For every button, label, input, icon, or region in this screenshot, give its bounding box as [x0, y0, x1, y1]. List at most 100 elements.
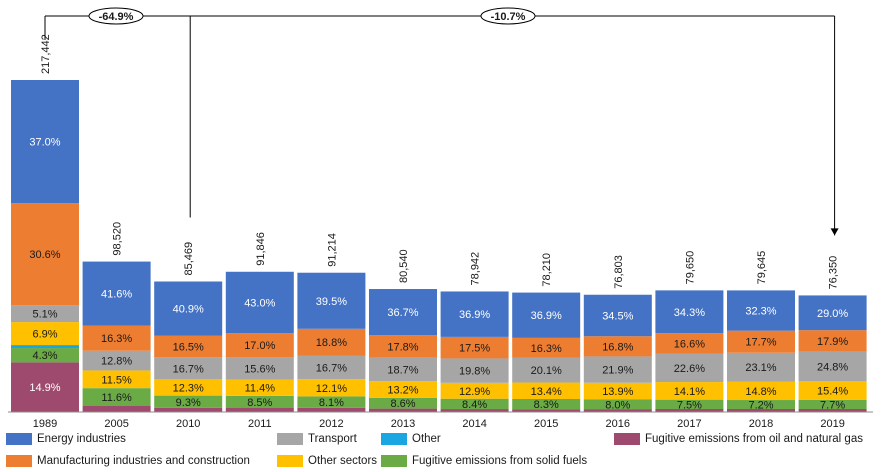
- segment-label: 16.7%: [173, 363, 204, 375]
- bar-segment: [154, 335, 223, 358]
- segment-label: 15.4%: [817, 386, 848, 398]
- legend-item-transport: Transport: [277, 433, 357, 445]
- legend-swatch: [6, 455, 32, 467]
- segment-label: 36.7%: [387, 307, 418, 319]
- annotation-label: -10.7%: [491, 11, 526, 23]
- segment-label: 34.3%: [674, 307, 705, 319]
- segment-label: 13.4%: [531, 386, 562, 398]
- legend-swatch: [6, 433, 32, 445]
- segment-label: 11.6%: [101, 392, 132, 404]
- segment-label: 4.3%: [32, 350, 57, 362]
- bar-segment: [225, 395, 294, 409]
- bar-segment: [727, 400, 795, 410]
- bar-segment: [369, 289, 437, 336]
- x-tick-label: 2014: [462, 418, 486, 430]
- bar-segment: [798, 295, 867, 331]
- bar-segment: [297, 396, 366, 408]
- bar-segment: [512, 357, 581, 383]
- legend-item-energy-industries: Energy industries: [6, 433, 126, 445]
- bar-segment: [297, 379, 366, 397]
- bar-segment: [440, 409, 509, 412]
- bar-segment: [154, 379, 223, 396]
- bar-segment: [11, 348, 79, 363]
- bar-segment: [82, 388, 151, 406]
- bar-segment: [798, 351, 867, 382]
- bar-segment: [583, 356, 652, 383]
- segment-label: 7.2%: [748, 400, 773, 412]
- legend-swatch: [381, 455, 407, 467]
- legend-label: Fugitive emissions from oil and natural …: [645, 433, 863, 445]
- bar-segment: [512, 337, 581, 358]
- segment-label: 14.9%: [29, 382, 60, 394]
- segment-label: 18.8%: [316, 337, 347, 349]
- bar-segment: [82, 370, 151, 389]
- segment-label: 41.6%: [101, 289, 132, 301]
- bar-segment: [82, 405, 151, 412]
- bar-segment: [727, 381, 795, 401]
- segment-label: 12.9%: [459, 386, 490, 398]
- segment-label: 16.5%: [173, 341, 204, 353]
- total-label: 79,645: [756, 251, 768, 285]
- bar-segment: [369, 381, 437, 398]
- segment-label: 6.9%: [32, 329, 57, 341]
- segment-label: 14.1%: [674, 386, 705, 398]
- legend-swatch: [277, 455, 303, 467]
- legend-item-fugitive-solid-fuels: Fugitive emissions from solid fuels: [381, 455, 587, 467]
- annotation-ellipse: [480, 7, 536, 25]
- bar-segment: [583, 336, 652, 357]
- bar-segment: [512, 292, 581, 338]
- bar-segment: [11, 322, 79, 346]
- x-tick-label: 1989: [33, 418, 57, 430]
- segment-label: 16.8%: [602, 341, 633, 353]
- bar-segment: [655, 409, 724, 412]
- bar-segment: [369, 357, 437, 382]
- total-label: 79,650: [684, 251, 696, 285]
- annotation-ellipse: [88, 7, 144, 25]
- bar-segment: [297, 355, 366, 380]
- bar-segment: [154, 407, 223, 412]
- bar-segment: [297, 272, 366, 329]
- segment-label: 23.1%: [745, 362, 776, 374]
- segment-label: 12.8%: [101, 356, 132, 368]
- bar-segment: [11, 345, 79, 349]
- segment-label: 34.5%: [602, 310, 633, 322]
- bar-segment: [154, 281, 223, 336]
- bar-segment: [512, 382, 581, 399]
- legend-item-manufacturing: Manufacturing industries and constructio…: [6, 455, 250, 467]
- total-label: 76,803: [613, 255, 625, 289]
- x-tick-label: 2018: [749, 418, 773, 430]
- segment-label: 11.5%: [101, 374, 132, 386]
- bar-segment: [225, 271, 294, 334]
- legend-label: Fugitive emissions from solid fuels: [412, 455, 588, 467]
- segment-label: 24.8%: [817, 361, 848, 373]
- segment-label: 8.0%: [605, 399, 630, 411]
- segment-label: 17.0%: [244, 340, 275, 352]
- bar-segment: [11, 305, 79, 323]
- bar-segment: [655, 290, 724, 334]
- segment-label: 18.7%: [387, 364, 418, 376]
- bar-segment: [440, 291, 509, 337]
- bar-segment: [798, 409, 867, 412]
- bar-segment: [154, 395, 223, 408]
- segment-label: 36.9%: [459, 309, 490, 321]
- x-tick-label: 2016: [606, 418, 630, 430]
- segment-label: 9.3%: [176, 397, 201, 409]
- total-label: 85,469: [183, 242, 195, 276]
- arrow-head-icon: [830, 228, 839, 236]
- bar-segment: [655, 353, 724, 383]
- segment-label: 30.6%: [29, 249, 60, 261]
- x-tick-label: 2013: [391, 418, 415, 430]
- bar-segment: [583, 294, 652, 337]
- bar-segment: [655, 399, 724, 410]
- segment-label: 16.7%: [316, 362, 347, 374]
- segment-label: 29.0%: [817, 308, 848, 320]
- bar-segment: [655, 333, 724, 354]
- bar-segment: [583, 382, 652, 400]
- legend-label: Transport: [308, 433, 357, 445]
- segment-label: 13.9%: [602, 386, 633, 398]
- segment-label: 17.7%: [745, 337, 776, 349]
- segment-label: 12.3%: [173, 382, 204, 394]
- total-label: 217,442: [40, 34, 52, 74]
- x-tick-label: 2019: [820, 418, 844, 430]
- segment-label: 8.6%: [390, 398, 415, 410]
